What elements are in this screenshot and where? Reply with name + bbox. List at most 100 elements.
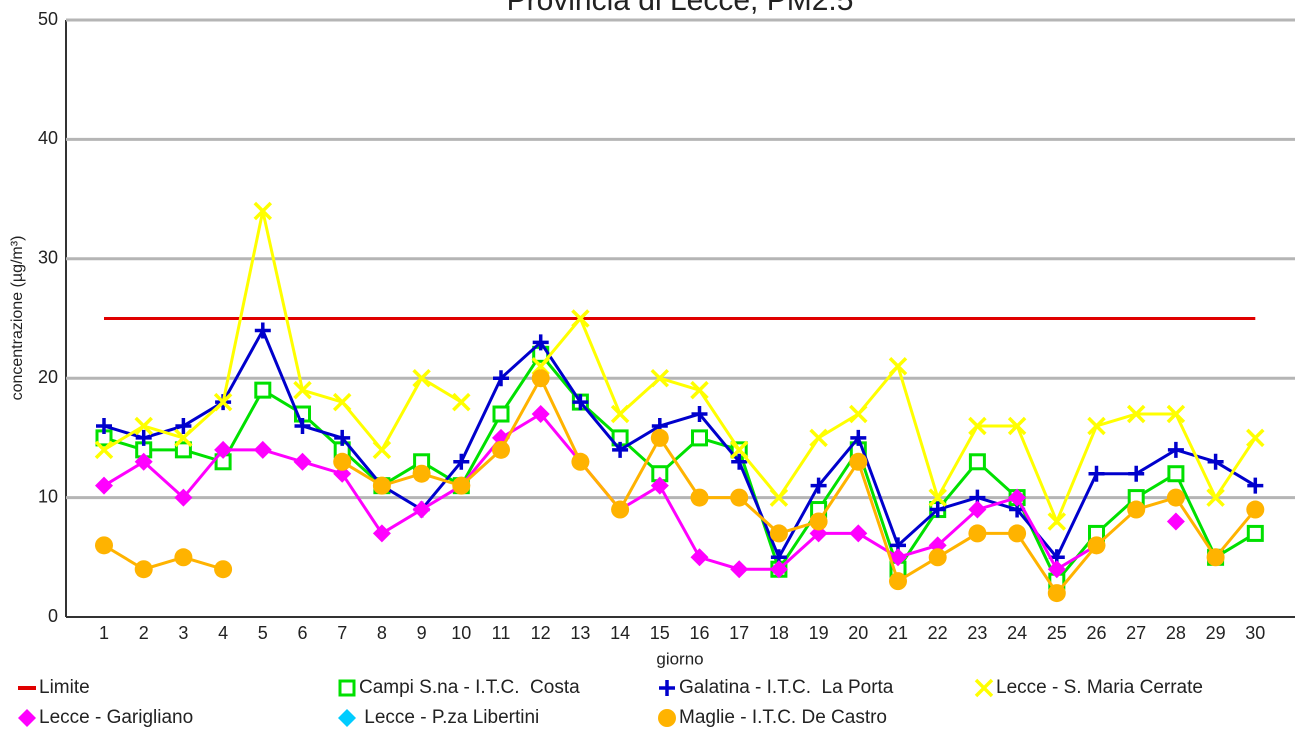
legend-swatch [338, 679, 356, 697]
series-line [103, 412, 1098, 572]
marker [453, 453, 470, 470]
marker [968, 416, 987, 436]
marker [1167, 465, 1185, 483]
marker [968, 500, 987, 519]
series [96, 322, 1264, 566]
marker [928, 488, 947, 507]
marker [531, 369, 550, 388]
marker [293, 452, 312, 471]
marker [214, 440, 233, 459]
x-tick-label: 3 [178, 623, 188, 643]
marker [253, 440, 272, 459]
marker [372, 476, 391, 495]
legend-swatch [18, 709, 36, 727]
marker [571, 309, 590, 328]
marker [1047, 584, 1066, 603]
x-tick-label: 17 [729, 623, 749, 643]
marker [1128, 465, 1145, 482]
legend-entry: Lecce - P.za Libertini [338, 707, 539, 728]
marker [94, 440, 114, 460]
x-tick-label: 1 [99, 623, 109, 643]
marker [1206, 548, 1225, 567]
marker [650, 476, 669, 495]
marker [293, 380, 312, 400]
marker [690, 488, 709, 507]
x-tick-label: 16 [689, 623, 709, 643]
chart-title: Provincia di Lecce, PM2.5 [507, 0, 854, 17]
x-tick-label: 18 [769, 623, 789, 643]
marker [769, 488, 789, 507]
marker [1088, 465, 1105, 482]
marker [849, 452, 868, 471]
legend-label: Galatina - I.T.C. La Porta [679, 677, 894, 698]
marker [809, 512, 828, 531]
series-line [103, 210, 463, 453]
marker [372, 440, 392, 460]
marker [1047, 560, 1066, 579]
y-tick-label: 30 [38, 248, 58, 268]
marker [1247, 477, 1264, 494]
x-tick-label: 22 [928, 623, 948, 643]
marker [135, 429, 152, 446]
series-line [103, 326, 1257, 561]
y-tick-label: 10 [38, 486, 58, 506]
marker [1047, 512, 1067, 531]
legend-label: Campi S.na - I.T.C. Costa [359, 677, 580, 698]
marker [1166, 512, 1185, 531]
legend-entry: Limite [18, 677, 90, 698]
marker [372, 524, 391, 543]
x-tick-label: 29 [1206, 623, 1226, 643]
marker [134, 452, 153, 471]
marker [174, 548, 193, 567]
marker [1166, 488, 1185, 507]
x-axis-label: giorno [656, 649, 703, 668]
x-tick-label: 25 [1047, 623, 1067, 643]
marker [333, 452, 352, 471]
marker [1246, 428, 1265, 448]
marker [1087, 536, 1106, 555]
legend-label: Limite [39, 677, 90, 698]
legend-entry: Lecce - Garigliano [18, 707, 193, 728]
marker [1246, 524, 1264, 542]
marker [531, 405, 550, 424]
marker [175, 417, 192, 434]
marker [96, 417, 112, 434]
x-tick-label: 23 [967, 623, 987, 643]
x-tick-label: 6 [297, 623, 307, 643]
marker [1246, 500, 1265, 519]
x-tick-label: 19 [809, 623, 829, 643]
x-tick-label: 11 [492, 623, 511, 643]
marker [532, 334, 549, 351]
marker [888, 357, 908, 376]
marker [769, 560, 788, 579]
marker [650, 428, 669, 447]
marker [1126, 404, 1146, 424]
marker [810, 477, 827, 494]
legend-label: Lecce - S. Maria Cerrate [996, 677, 1203, 698]
marker [1127, 500, 1146, 519]
x-tick-label: 24 [1007, 623, 1027, 643]
x-tick-label: 26 [1086, 623, 1106, 643]
marker [849, 524, 868, 543]
marker [690, 380, 709, 400]
marker [412, 368, 431, 388]
legend-label: Lecce - Garigliano [39, 707, 193, 728]
marker [412, 500, 431, 519]
x-tick-label: 9 [417, 623, 427, 643]
y-tick-label: 40 [38, 128, 58, 148]
marker [729, 440, 749, 460]
marker [730, 560, 749, 579]
x-tick-label: 2 [139, 623, 149, 643]
marker [769, 524, 788, 543]
x-tick-label: 20 [848, 623, 868, 643]
marker [968, 453, 986, 471]
marker [850, 429, 867, 446]
x-tick-label: 14 [610, 623, 630, 643]
marker [1008, 488, 1027, 507]
marker [134, 416, 153, 436]
marker [294, 417, 311, 434]
legend-entry: Campi S.na - I.T.C. Costa [338, 677, 580, 698]
marker [412, 464, 431, 483]
marker [612, 441, 629, 458]
